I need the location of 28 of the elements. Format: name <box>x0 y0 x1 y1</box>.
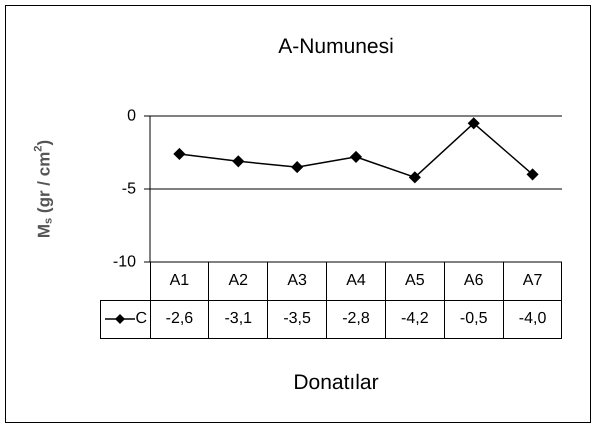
data-label: -3,1 <box>208 300 268 338</box>
y-axis-title: Ms (gr / cm2) <box>32 140 54 238</box>
x-axis-title: Donatılar <box>293 370 379 394</box>
x-tick-label: A7 <box>502 262 562 300</box>
data-label: -4,2 <box>384 300 445 338</box>
chart-title: A-Numunesi <box>278 34 394 58</box>
point <box>526 168 538 180</box>
data-label: -0,5 <box>444 300 504 338</box>
point <box>468 118 480 130</box>
y-tick-label: -5 <box>122 180 136 198</box>
point <box>232 156 244 168</box>
x-tick-label: A2 <box>208 262 268 300</box>
x-tick-label: A6 <box>444 262 504 300</box>
legend-label: C <box>136 310 148 328</box>
x-tick-label: A5 <box>384 262 445 300</box>
x-tick-label: A3 <box>267 262 328 300</box>
point <box>291 161 303 173</box>
data-label: -2,8 <box>326 300 386 338</box>
data-label: -4,0 <box>502 300 562 338</box>
point <box>350 151 362 163</box>
point <box>409 172 421 184</box>
data-label: -3,5 <box>267 300 328 338</box>
y-tick-label: -10 <box>112 253 136 270</box>
data-label: -2,6 <box>150 300 210 338</box>
y-tick-label: 0 <box>127 107 136 124</box>
point <box>174 148 186 160</box>
x-tick-label: A1 <box>150 262 210 300</box>
x-tick-label: A4 <box>326 262 386 300</box>
